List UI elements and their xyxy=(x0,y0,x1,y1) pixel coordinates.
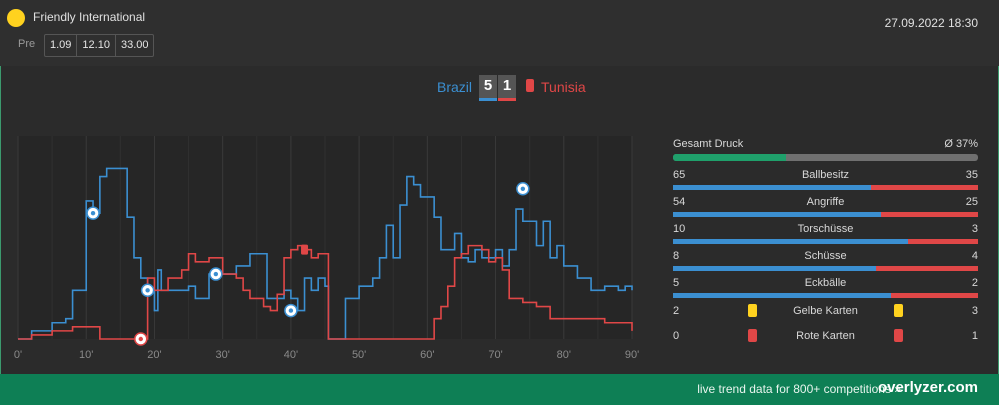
scoreline: Brazil 5 1 Tunisia xyxy=(0,75,999,101)
yellow-home: 2 xyxy=(673,305,680,317)
goal-ball-patch xyxy=(145,288,150,293)
stat-bar xyxy=(673,266,978,271)
stat-bar-home xyxy=(673,212,882,217)
stat-bar xyxy=(673,185,978,190)
stat-home-value: 5 xyxy=(673,277,680,289)
x-tick-label: 10' xyxy=(79,349,93,361)
red-card-icon xyxy=(894,329,903,342)
footer-text[interactable]: live trend data for 800+ competitions » xyxy=(697,382,901,396)
x-tick-label: 20' xyxy=(147,349,161,361)
stat-row: 65 Ballbesitz 35 xyxy=(673,169,978,190)
odd-away[interactable]: 33.00 xyxy=(120,39,149,51)
goal-ball-patch xyxy=(138,336,143,342)
league-flag-icon xyxy=(7,9,25,27)
goal-ball-patch xyxy=(213,271,219,277)
home-score: 5 xyxy=(479,75,497,101)
x-tick-label: 70' xyxy=(488,349,502,361)
stat-home-value: 8 xyxy=(673,250,680,262)
stat-bar xyxy=(673,293,978,298)
red-home: 0 xyxy=(673,330,680,342)
yellow-away: 3 xyxy=(971,305,978,317)
pressure-bar xyxy=(673,154,978,161)
stat-away-value: 3 xyxy=(971,223,978,235)
stat-label: Ballbesitz xyxy=(801,169,850,181)
away-team-name[interactable]: Tunisia xyxy=(541,79,586,95)
stat-label: Schüsse xyxy=(804,250,847,262)
pressure-fill xyxy=(673,154,786,161)
x-tick-label: 60' xyxy=(420,349,434,361)
stat-away-value: 4 xyxy=(971,250,978,262)
home-team-name[interactable]: Brazil xyxy=(436,79,472,95)
stat-label: Angriffe xyxy=(806,196,845,208)
pressure-label: Gesamt Druck xyxy=(673,138,744,150)
stat-bar-away xyxy=(881,212,978,217)
series-line-brazil xyxy=(18,167,633,340)
odd-home[interactable]: 1.09 xyxy=(45,35,78,56)
red-cards-row: 0 Rote Karten 1 xyxy=(673,329,978,350)
stat-away-value: 25 xyxy=(965,196,978,208)
away-score: 1 xyxy=(498,75,516,101)
pressure-row: Gesamt Druck Ø 37% xyxy=(673,138,978,161)
stat-home-value: 65 xyxy=(673,169,686,181)
pressure-value: Ø 37% xyxy=(944,138,978,150)
red-label: Rote Karten xyxy=(796,330,855,342)
red-card-icon xyxy=(301,244,309,255)
yellow-card-icon xyxy=(894,304,903,317)
stat-bar-home xyxy=(673,239,908,244)
stat-bar-away xyxy=(907,239,978,244)
x-tick-label: 0' xyxy=(14,349,22,361)
yellow-cards-row: 2 Gelbe Karten 3 xyxy=(673,304,978,325)
stat-row: 5 Eckbälle 2 xyxy=(673,277,978,298)
stat-bar xyxy=(673,239,978,244)
stat-home-value: 54 xyxy=(673,196,686,208)
odd-draw[interactable]: 12.10 xyxy=(77,35,116,56)
stat-bar-home xyxy=(673,293,891,298)
stat-bar-home xyxy=(673,185,872,190)
stat-row: 10 Torschüsse 3 xyxy=(673,223,978,244)
goal-ball-patch xyxy=(520,186,526,191)
stat-bar xyxy=(673,212,978,217)
stat-bar-home xyxy=(673,266,877,271)
away-red-card-icon xyxy=(526,79,534,92)
match-header: Friendly International 27.09.2022 18:30 … xyxy=(0,0,999,66)
league-name[interactable]: Friendly International xyxy=(33,10,146,24)
stat-bar-away xyxy=(890,293,978,298)
stat-label: Torschüsse xyxy=(797,223,854,235)
stat-bar-away xyxy=(876,266,978,271)
goal-ball-patch xyxy=(288,308,294,313)
stat-row: 8 Schüsse 4 xyxy=(673,250,978,271)
footer-brand[interactable]: overlyzer.com xyxy=(877,379,978,396)
goal-ball-patch xyxy=(90,210,96,216)
x-tick-label: 30' xyxy=(215,349,229,361)
stat-bar-away xyxy=(871,185,978,190)
yellow-label: Gelbe Karten xyxy=(793,305,858,317)
x-tick-label: 50' xyxy=(352,349,366,361)
footer-banner[interactable]: live trend data for 800+ competitions » … xyxy=(0,374,999,405)
x-tick-label: 80' xyxy=(557,349,571,361)
pre-odds-label: Pre xyxy=(18,38,36,50)
odds-group: 1.09 12.10 33.00 xyxy=(44,34,155,57)
yellow-card-icon xyxy=(748,304,757,317)
stat-label: Eckbälle xyxy=(804,277,847,289)
stat-away-value: 35 xyxy=(965,169,978,181)
red-card-icon xyxy=(748,329,757,342)
x-tick-label: 40' xyxy=(284,349,298,361)
match-datetime: 27.09.2022 18:30 xyxy=(884,16,978,30)
stat-home-value: 10 xyxy=(673,223,686,235)
stat-away-value: 2 xyxy=(971,277,978,289)
trend-chart: 0' 10' 20' 30' 40' 50' 60' 70' 80' 90' xyxy=(14,136,639,361)
red-away: 1 xyxy=(971,330,978,342)
stat-row: 54 Angriffe 25 xyxy=(673,196,978,217)
x-tick-label: 90' xyxy=(625,349,639,361)
